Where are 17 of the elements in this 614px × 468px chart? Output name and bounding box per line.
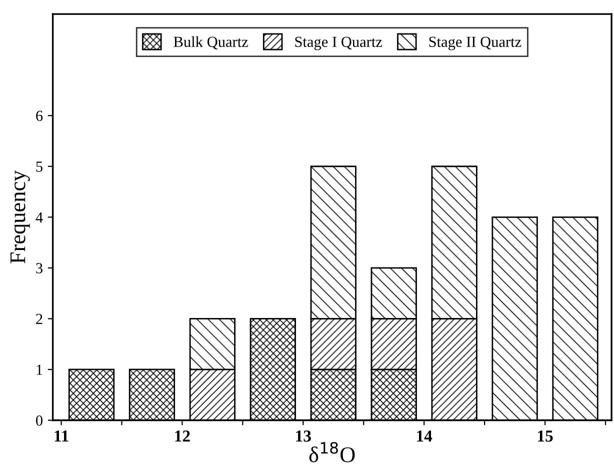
y-tick-label: 4 — [36, 212, 43, 222]
y-tick-label: 5 — [36, 162, 42, 172]
y-axis-title: Frequency — [10, 170, 30, 264]
x-tick-label: 12 — [175, 430, 190, 442]
x-tick-label: 15 — [538, 430, 553, 442]
y-tick-label: 1 — [36, 364, 42, 375]
legend-label: Stage I Quartz — [295, 36, 382, 50]
y-tick-label: 3 — [36, 263, 42, 274]
y-tick-label: 2 — [36, 314, 42, 324]
x-tick-label: 13 — [296, 430, 311, 442]
y-tick-label: 0 — [36, 415, 42, 426]
x-tick-label: 11 — [54, 430, 68, 442]
x-axis-title: δ$^{18}$O — [309, 442, 355, 462]
x-tick-label: 14 — [417, 430, 432, 442]
y-tick-label: 6 — [36, 110, 43, 122]
legend-label: Stage II Quartz — [429, 36, 522, 50]
legend-label: Bulk Quartz — [174, 36, 248, 50]
